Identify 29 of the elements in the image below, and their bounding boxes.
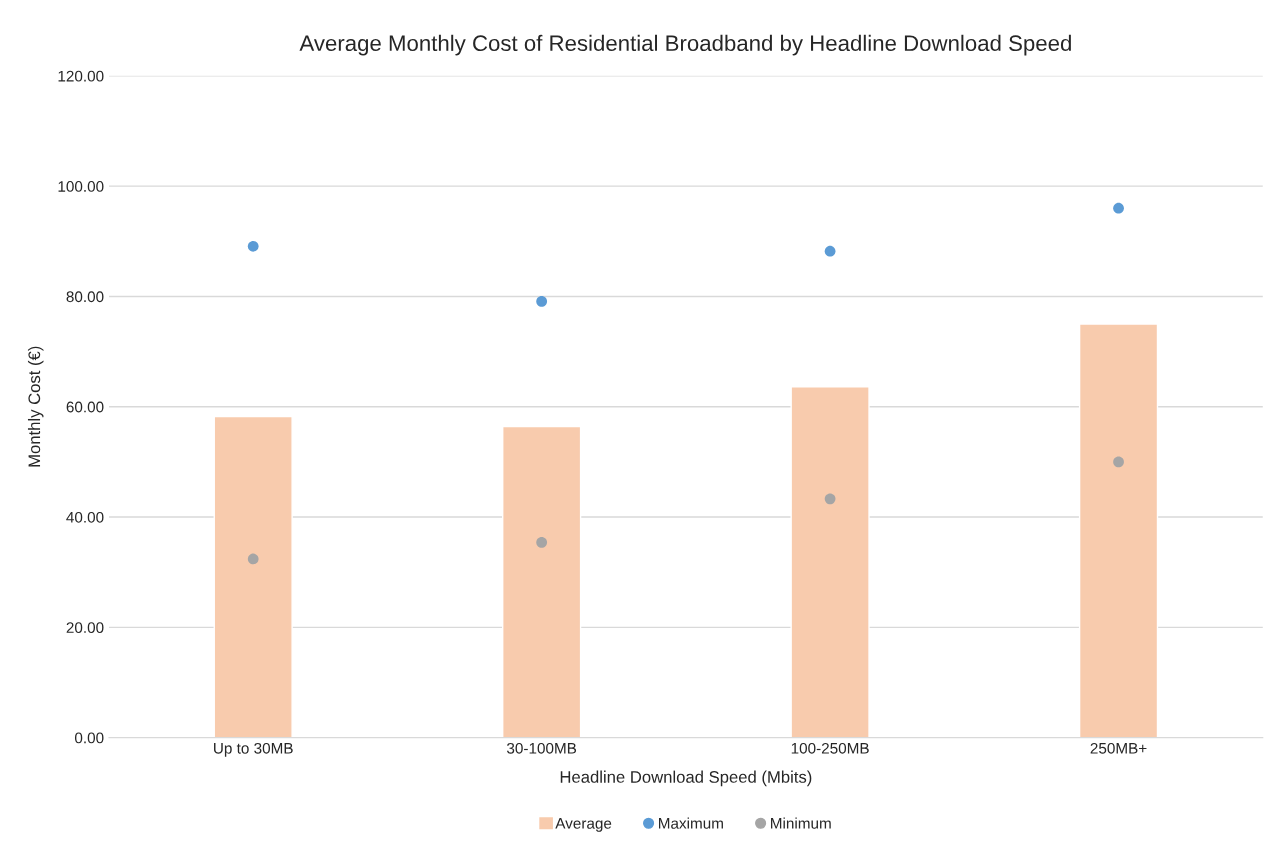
legend-label: Maximum — [659, 817, 723, 829]
bar — [502, 425, 582, 738]
point — [824, 493, 836, 505]
x-tick-label: 250MB+ — [1090, 742, 1147, 754]
y-tick-label: 100.00 — [58, 181, 104, 192]
y-tick-label: 80.00 — [66, 291, 104, 303]
point — [824, 245, 836, 257]
point — [536, 296, 548, 307]
y-axis-title: Monthly Cost (€) — [27, 346, 44, 467]
point — [247, 240, 259, 252]
point — [1113, 456, 1124, 468]
x-tick-label: Up to 30MB — [214, 742, 293, 757]
point — [536, 537, 548, 548]
y-tick-label: 120.00 — [58, 70, 104, 82]
legend-label: Minimum — [771, 817, 831, 829]
bar — [790, 386, 870, 738]
point — [1113, 202, 1124, 214]
y-tick-label: 20.00 — [66, 622, 104, 634]
point — [247, 553, 259, 565]
x-axis-title: Headline Download Speed (Mbits) — [560, 770, 812, 787]
legend-label: Average — [555, 818, 612, 832]
chart-title: Average Monthly Cost of Residential Broadband by Headline Download Speed — [299, 34, 1071, 56]
bar — [213, 415, 293, 738]
x-tick-label: 100-250MB — [791, 742, 869, 754]
y-tick-label: 40.00 — [66, 511, 104, 523]
y-tick-label: 60.00 — [66, 401, 104, 413]
y-tick-label: 0.00 — [74, 732, 104, 744]
bar — [1078, 323, 1159, 738]
x-tick-label: 30-100MB — [506, 742, 577, 754]
